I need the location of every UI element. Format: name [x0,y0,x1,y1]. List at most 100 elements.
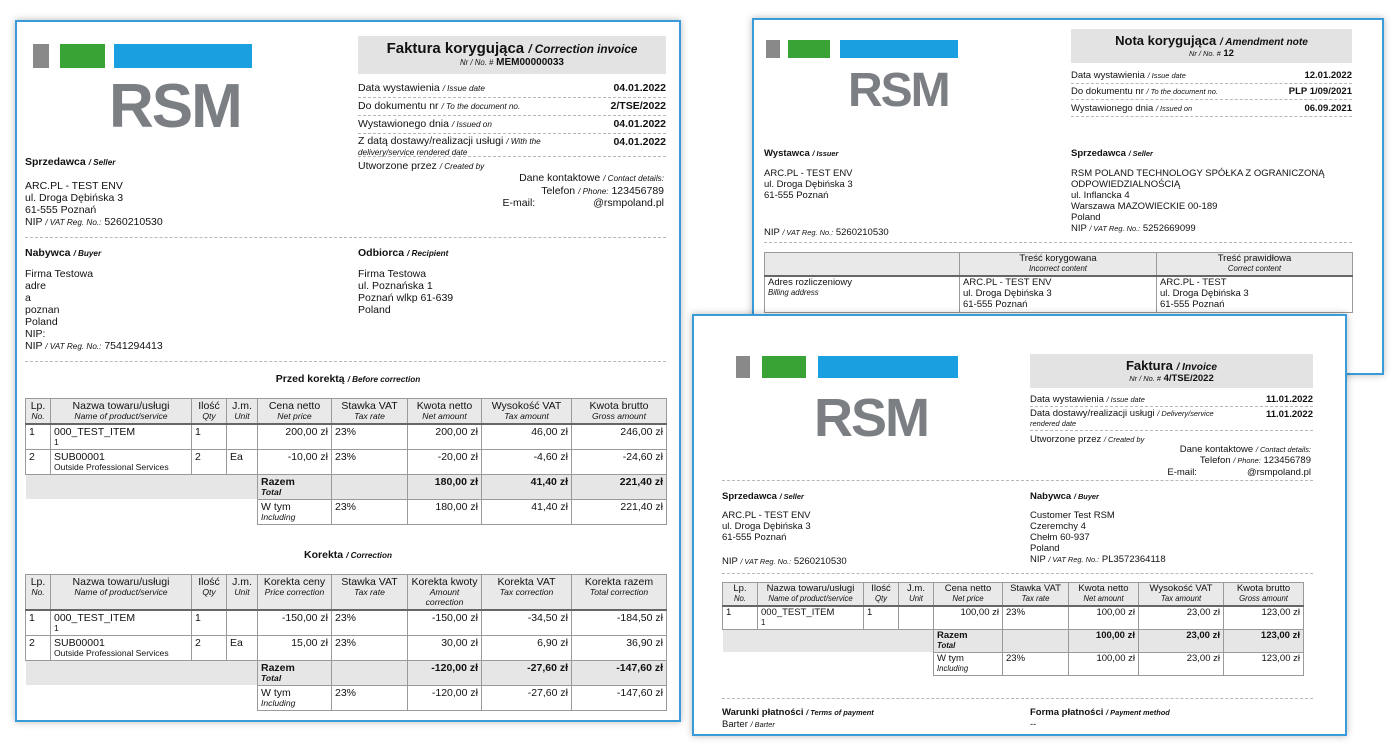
column-header: J.m. Unit [226,397,258,425]
column-header: Kwota brutto Gross amount [571,397,667,425]
logo-green-bar [762,356,806,378]
column-header: Stawka VAT Tax rate [331,573,408,611]
doc-title: Nota korygująca [1115,33,1217,48]
column-header: Lp. No. [722,581,758,607]
payment-terms-heading: Warunki płatności / Terms of payment [722,707,874,718]
column-header: Stawka VAT Tax rate [1002,581,1069,607]
created-by: Utworzone przez / Created by [358,160,485,172]
table-header-row: Treść korygowana Incorrect content Treść … [764,251,1353,277]
nr-label: Nr / No. # [460,58,494,67]
column-header: Ilość Qty [191,397,227,425]
table-total-row: Razem Total 100,00 zł 23,00 zł 123,00 zł [722,628,1304,653]
seller-heading: Sprzedawca / Seller [722,491,804,502]
before-correction-heading: Przed korektą / Before correction [275,373,421,385]
logo-green-bar [60,44,105,68]
rsm-logo: RSM [109,72,243,141]
doc-number: MEM00000033 [496,57,564,68]
logo-blue-bar [114,44,252,68]
doc-title-en: / Correction invoice [528,43,638,56]
column-header: Wysokość VAT Tax amount [1138,581,1224,607]
before-correction-table: Lp. No. Nazwa towaru/usługi Name of produc… [25,397,667,525]
doc-title-en: / Invoice [1176,362,1218,373]
doc-title: Faktura [1125,358,1173,373]
meta-row: Wystawionego dnia / Issued on 04.01.2022 [358,118,666,130]
table-including-row: W tym Including 23% -120,00 zł -27,60 zł -1… [25,684,667,711]
column-header: Lp. No. [25,573,51,611]
column-header: Korekta ceny Price correction [257,573,332,611]
column-header: Kwota brutto Gross amount [1223,581,1304,607]
seller-address: ARC.PL - TEST ENV ul. Droga Dębińska 3 61-… [722,510,811,543]
column-header: Treść korygowana Incorrect content [959,251,1157,277]
contact-details: Dane kontaktowe / Contact details: Telef… [502,172,664,210]
seller-address: RSM POLAND TECHNOLOGY SPÓŁKA Z OGRANICZO… [1071,168,1325,234]
column-header: Nazwa towaru/usługi Name of product/servi… [50,573,192,611]
meta-row: Data wystawienia / Issue date 11.01.2022 [1030,394,1313,405]
meta-label: Do dokumentu nr [358,100,439,112]
table-row: 1 000_TEST_ITEM 1 1 200,00 zł 23% 200,00 z… [25,423,667,450]
buyer-address: Customer Test RSM Czeremchy 4 Chełm 60-937… [1030,510,1166,565]
meta-row: Do dokumentu nr / To the document no. PLP… [1071,86,1352,97]
recipient-heading: Odbiorca / Recipient [358,247,449,259]
table-header-row: Lp. No. Nazwa towaru/usługi Name of produc… [25,397,667,425]
meta-value: 04.01.2022 [613,82,666,94]
column-header: Korekta razem Total correction [571,573,667,611]
correction-table: Lp. No. Nazwa towaru/usługi Name of produc… [25,573,667,711]
seller-heading: Sprzedawca / Seller [25,156,116,168]
meta-label-en: / With the delivery/service rendered dat… [358,137,541,158]
column-header: Stawka VAT Tax rate [331,397,408,425]
table-row: 1 000_TEST_ITEM 1 1 -150,00 zł 23% -150,00… [25,609,667,636]
meta-row: Z datą dostawy/realizacji usługi / With … [358,135,666,158]
rsm-logo: RSM [848,64,951,117]
column-header: J.m. Unit [226,573,258,611]
title-box: Nota korygująca / Amendment note Nr / No… [1071,29,1352,63]
table-row: 2 SUB00001 Outside Professional Services … [25,634,667,661]
rsm-logo: RSM [814,388,930,448]
meta-value: 2/TSE/2022 [610,100,666,112]
buyer-address: Firma Testowa adre a poznan Poland NIP: NIP /… [25,268,163,353]
column-header: Korekta VAT Tax correction [481,573,572,611]
nr-label: Nr / No. # [1189,49,1221,58]
amendment-table: Treść korygowana Incorrect content Treść … [764,251,1353,313]
table-row: Adres rozliczeniowy Billing address ARC.P… [764,275,1353,313]
issuer-address: ARC.PL - TEST ENV ul. Droga Dębińska 3 61-… [764,168,853,201]
meta-label: Data wystawienia [358,82,440,94]
column-header: Cena netto Net price [933,581,1003,607]
table-row: 1 000_TEST_ITEM 1 1 100,00 zł 23% 100,00 z… [722,605,1304,630]
column-header: Nazwa towaru/usługi Name of product/servi… [757,581,864,607]
issuer-nip: NIP / VAT Reg. No.: 5260210530 [764,227,889,238]
logo-gray-bar [736,356,750,378]
doc-title: Faktura korygująca [386,40,525,57]
table-header-row: Lp. No. Nazwa towaru/usługi Name of produc… [25,573,667,611]
buyer-heading: Nabywca / Buyer [25,247,102,259]
meta-value: 04.01.2022 [613,118,666,130]
doc-number: 4/TSE/2022 [1163,373,1214,384]
created-by: Utworzone przez / Created by [1030,434,1145,445]
recipient-address: Firma Testowa ul. Poznańska 1 Poznań wlkp … [358,268,454,317]
meta-label-en: / Issue date [442,84,485,93]
seller-heading: Sprzedawca / Seller [1071,148,1153,159]
issuer-heading: Wystawca / Issuer [764,148,839,159]
column-header: Lp. No. [25,397,51,425]
column-header: Ilość Qty [863,581,899,607]
table-including-row: W tym Including 23% 180,00 zł 41,40 zł 221,… [25,498,667,525]
buyer-heading: Nabywca / Buyer [1030,491,1099,502]
seller-nip: NIP / VAT Reg. No.: 5260210530 [722,556,847,567]
table-row: 2 SUB00001 Outside Professional Services … [25,448,667,475]
meta-row: Data dostawy/realizacji usługi / Deliver… [1030,408,1313,428]
payment-method-value: -- [1030,719,1037,730]
meta-value: 04.01.2022 [613,136,666,148]
column-header: Kwota netto Net amount [407,397,482,425]
meta-row: Data wystawienia / Issue date 12.01.2022 [1071,70,1352,81]
meta-label: Z datą dostawy/realizacji usługi [358,135,504,147]
column-header: Kwota netto Net amount [1068,581,1139,607]
doc-number: 12 [1223,48,1234,59]
meta-label-en: / Issued on [451,120,492,129]
title-box: Faktura / Invoice Nr / No. # 4/TSE/2022 [1030,354,1313,388]
table-header-row: Lp. No. Nazwa towaru/usługi Name of produc… [722,581,1304,607]
payment-terms-value: Barter / Barter [722,719,775,730]
meta-label-en: / To the document no. [441,102,521,111]
column-header: Ilość Qty [191,573,227,611]
logo-green-bar [788,40,830,58]
invoice-doc: RSM Faktura / Invoice Nr / No. # 4/TSE/2… [692,314,1347,736]
contact-details: Dane kontaktowe / Contact details: Telef… [1167,444,1311,478]
